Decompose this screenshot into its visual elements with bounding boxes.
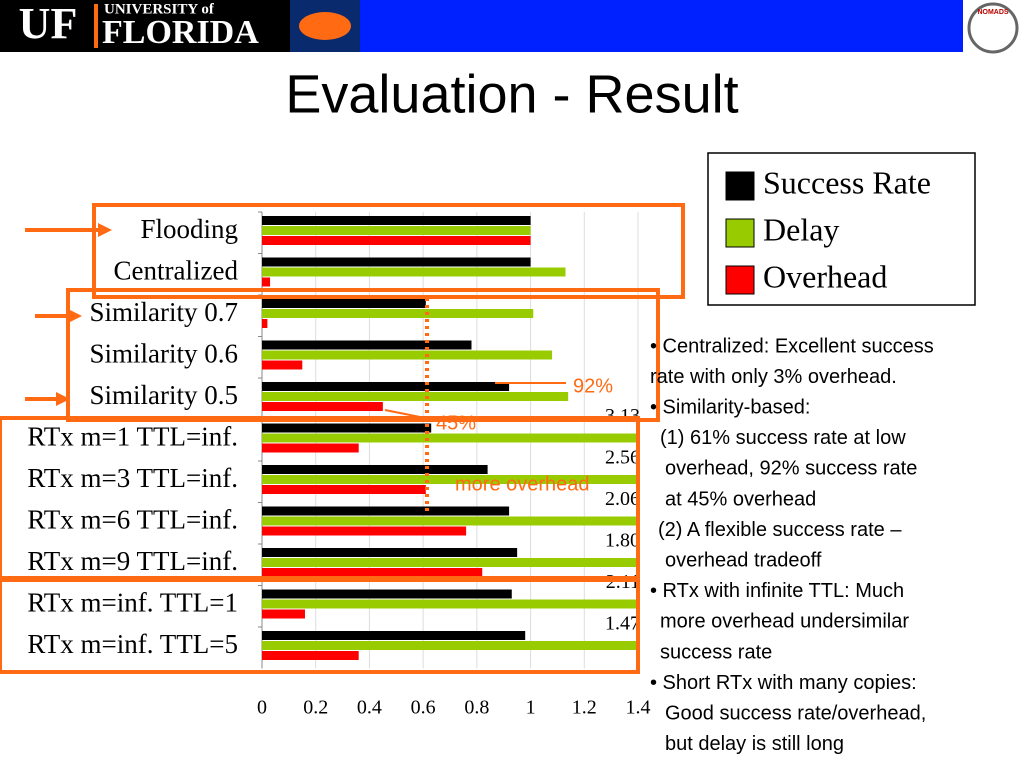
legend-label: Overhead (763, 258, 887, 294)
bar (262, 309, 534, 318)
note-line: (1) 61% success rate at low (660, 427, 906, 449)
gator-logo (299, 12, 351, 40)
bar (262, 299, 426, 308)
bar (262, 350, 553, 360)
value-label: 2.56 (605, 447, 640, 469)
bar (262, 485, 426, 494)
annotation: 45% (436, 412, 476, 434)
logo-mark: UF (19, 0, 78, 48)
annotation: 92% (573, 375, 613, 397)
x-tick-label: 0.8 (464, 697, 489, 719)
x-tick-label: 0.2 (303, 697, 328, 719)
nomads-logo (967, 2, 1019, 54)
bars (262, 216, 639, 660)
note-line: at 45% overhead (665, 488, 816, 510)
bar (262, 506, 510, 516)
note-line: • Similarity-based: (650, 396, 810, 418)
bar (262, 443, 359, 453)
bar (262, 589, 512, 599)
x-tick-label: 0.6 (411, 697, 436, 719)
y-tick-label: Similarity 0.5 (90, 380, 239, 410)
bar (262, 392, 569, 401)
note-line: (2) A flexible success rate – (658, 519, 902, 541)
logo-line1: UNIVERSITY of (104, 1, 215, 17)
bar (262, 631, 526, 640)
bar (262, 277, 271, 287)
bar (262, 423, 432, 433)
bar (262, 216, 531, 225)
y-tick-label: Flooding (140, 214, 238, 244)
bar (262, 516, 639, 526)
legend-label: Delay (763, 211, 839, 247)
y-tick-label: Centralized (114, 256, 239, 286)
nomads-text: NOMADS (977, 9, 1008, 16)
x-tick-label: 0.4 (357, 697, 382, 719)
y-tick-label: RTx m=inf. TTL=5 (27, 629, 238, 659)
y-tick-label: RTx m=6 TTL=inf. (27, 505, 238, 535)
annotation: more overhead (455, 473, 590, 495)
x-tick-label: 1.2 (572, 697, 597, 719)
header-bar (360, 0, 963, 52)
legend-swatch (725, 171, 755, 201)
note-line: success rate (660, 641, 772, 663)
bar (262, 433, 639, 443)
legend-swatch (725, 265, 755, 295)
bar (262, 475, 639, 484)
note-line: overhead, 92% success rate (665, 458, 917, 480)
note-line: • Short RTx with many copies: (650, 672, 917, 694)
slide-title: Evaluation - Result (285, 64, 738, 124)
bar (262, 382, 510, 391)
y-tick-label: RTx m=1 TTL=inf. (27, 422, 238, 452)
bar (262, 558, 639, 567)
highlights (0, 203, 685, 674)
note-line: but delay is still long (665, 733, 844, 755)
bar (262, 267, 566, 277)
note-line: • Centralized: Excellent success (650, 335, 934, 357)
note-line: rate with only 3% overhead. (650, 366, 897, 388)
value-label: 1.47 (605, 613, 640, 635)
x-tick-label: 1 (526, 697, 536, 719)
y-tick-label: Similarity 0.7 (90, 297, 239, 327)
y-tick-label: RTx m=9 TTL=inf. (27, 546, 238, 576)
bar (262, 609, 305, 619)
bar (262, 402, 383, 411)
y-tick-label: Similarity 0.6 (90, 339, 239, 369)
note-line: • RTx with infinite TTL: Much (650, 580, 904, 602)
y-tick-label: RTx m=3 TTL=inf. (27, 463, 238, 493)
y-tick-label: RTx m=inf. TTL=1 (27, 588, 238, 618)
bar (262, 641, 639, 650)
x-tick-label: 1.4 (626, 697, 651, 719)
value-label: 2.11 (606, 571, 640, 593)
value-label: 2.06 (605, 488, 640, 510)
bar (262, 526, 467, 536)
bar (262, 465, 488, 474)
logo-line2: FLORIDA (102, 14, 259, 51)
bar (262, 257, 531, 267)
note-line: overhead tradeoff (665, 549, 822, 571)
bar (262, 226, 531, 235)
bar (262, 651, 359, 660)
value-label: 1.80 (605, 530, 640, 552)
bar (262, 599, 639, 609)
bar (262, 360, 303, 370)
note-line: more overhead undersimilar (660, 611, 909, 633)
bar (262, 340, 472, 350)
legend-label: Success Rate (763, 164, 931, 200)
legend-swatch (725, 218, 755, 248)
bar (262, 319, 268, 328)
bar (262, 568, 483, 577)
bar (262, 548, 518, 557)
bar (262, 236, 531, 245)
logo-box (0, 0, 290, 52)
x-tick-label: 0 (257, 697, 267, 719)
note-line: Good success rate/overhead, (665, 702, 926, 724)
